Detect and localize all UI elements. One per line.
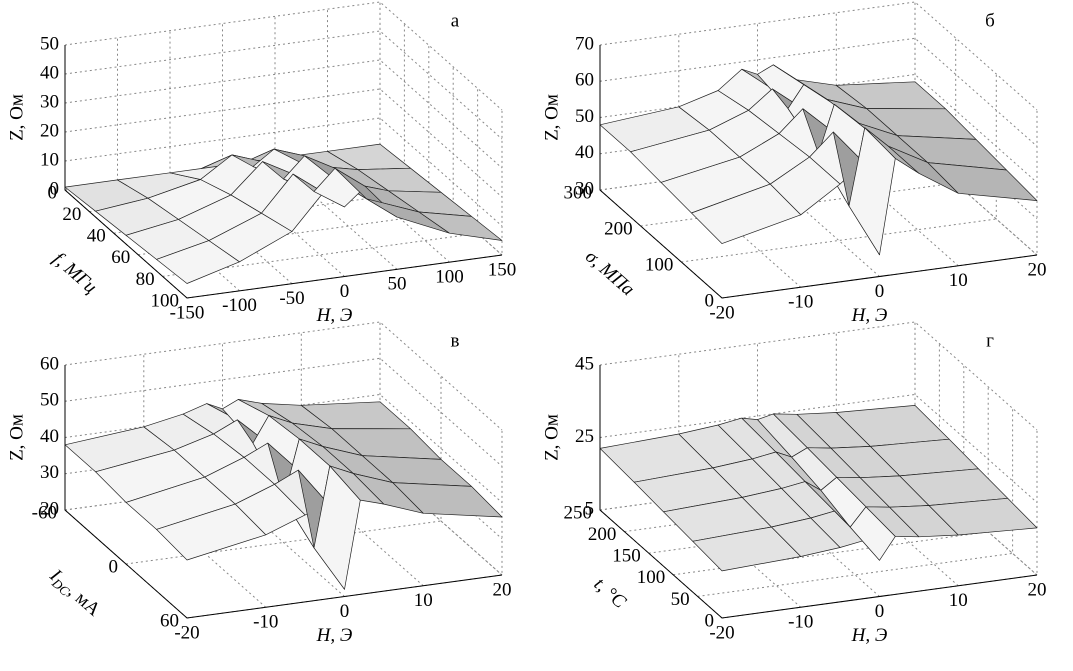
x-tick-label: 10 [414,590,433,611]
y-tick-label: 60 [160,610,179,631]
grid-line [599,321,1038,431]
x-axis-label: H, Э [316,305,353,326]
grid-line [64,321,503,431]
y-axis-label: σ, МПа [581,246,638,300]
grid-line [274,16,398,270]
surface-patch [927,162,1038,201]
x-axis-label: H, Э [316,625,353,646]
axis-line [64,45,503,299]
z-tick-label: 5 [585,498,595,519]
x-tick-label: 10 [949,590,968,611]
surface-patch [928,497,1038,536]
z-tick-label: 30 [40,91,59,112]
grid-line [64,1,503,111]
grid-line [162,88,479,277]
z-tick-label: 40 [40,426,59,447]
z-axis-label: Z, Ом [6,414,27,461]
grid-line [599,1,1038,111]
y-tick-label: 0 [48,182,58,203]
x-tick-label: -20 [174,622,199,643]
y-tick-label: 0 [109,556,119,577]
y-tick-label: 0 [705,610,715,631]
z-tick-label: 10 [40,149,59,170]
z-tick-label: 20 [40,498,59,519]
x-tick-label: 150 [488,259,517,280]
x-tick-label: 0 [340,281,350,302]
y-tick-label: 100 [645,254,674,275]
x-tick-label: -100 [222,295,257,316]
axis-line [599,365,1038,619]
z-tick-label: 30 [575,178,594,199]
x-tick-label: -150 [170,302,205,323]
panel-label: в [451,330,460,351]
grid-line [125,376,442,565]
y-tick-label: 200 [588,524,617,545]
y-tick-label: 300 [564,182,593,203]
x-tick-label: 20 [1028,579,1047,600]
y-tick-label: 250 [564,502,593,523]
z-tick-label: 45 [575,353,594,374]
z-tick-label: 0 [50,178,60,199]
x-tick-label: 100 [435,267,464,288]
y-tick-label: 0 [705,290,715,311]
grid-line [64,59,503,169]
y-tick-label: 40 [87,226,106,247]
y-tick-label: 80 [136,269,155,290]
y-tick-label: 200 [604,218,633,239]
z-tick-label: 40 [40,62,59,83]
y-tick-label: 20 [62,204,81,225]
x-tick-label: -20 [709,302,734,323]
grid-line [697,408,1014,597]
y-axis-label: IDC, мА [44,565,105,622]
x-tick-label: 0 [875,601,885,622]
x-tick-label: 0 [340,601,350,622]
z-tick-label: 50 [575,106,594,127]
z-axis-label: Z, Ом [541,94,562,141]
z-tick-label: 70 [575,33,594,54]
panel-label: а [451,10,460,31]
z-tick-label: 40 [575,142,594,163]
x-tick-label: -20 [709,622,734,643]
x-tick-label: -10 [253,612,278,633]
z-tick-label: 30 [40,462,59,483]
y-tick-label: 100 [151,290,180,311]
x-tick-label: 50 [388,274,407,295]
z-tick-label: 60 [40,353,59,374]
surface-patch [392,482,503,518]
z-axis-label: Z, Ом [541,414,562,461]
x-tick-label: -10 [788,292,813,313]
axis-line [64,365,503,619]
x-tick-label: -50 [279,288,304,309]
surface-patch [418,211,503,241]
y-tick-label: 150 [612,546,641,567]
y-axis-label: f, МГц [49,248,101,297]
x-axis-label: H, Э [851,305,888,326]
panel-label: б [985,10,995,31]
grid-line [64,30,503,140]
y-tick-label: 100 [637,567,666,588]
x-tick-label: 0 [875,281,885,302]
z-axis-label: Z, Ом [6,94,27,141]
x-axis-label: H, Э [851,625,888,646]
y-tick-label: 50 [671,589,690,610]
x-tick-label: 10 [949,270,968,291]
x-tick-label: -10 [788,612,813,633]
z-tick-label: 50 [40,390,59,411]
grid-line [681,74,997,263]
z-tick-label: 60 [575,70,594,91]
axis-line [599,45,1038,299]
y-tick-label: -60 [32,502,57,523]
y-axis-label: t, °C [590,574,630,613]
z-tick-label: 25 [575,426,594,447]
y-tick-label: 60 [111,247,130,268]
grid-line [64,357,503,467]
z-tick-label: 50 [40,33,59,54]
x-tick-label: 20 [493,579,512,600]
panel-label: г [986,330,994,351]
x-tick-label: 20 [1028,259,1047,280]
grid-line [599,393,1038,503]
z-tick-label: 20 [40,120,59,141]
